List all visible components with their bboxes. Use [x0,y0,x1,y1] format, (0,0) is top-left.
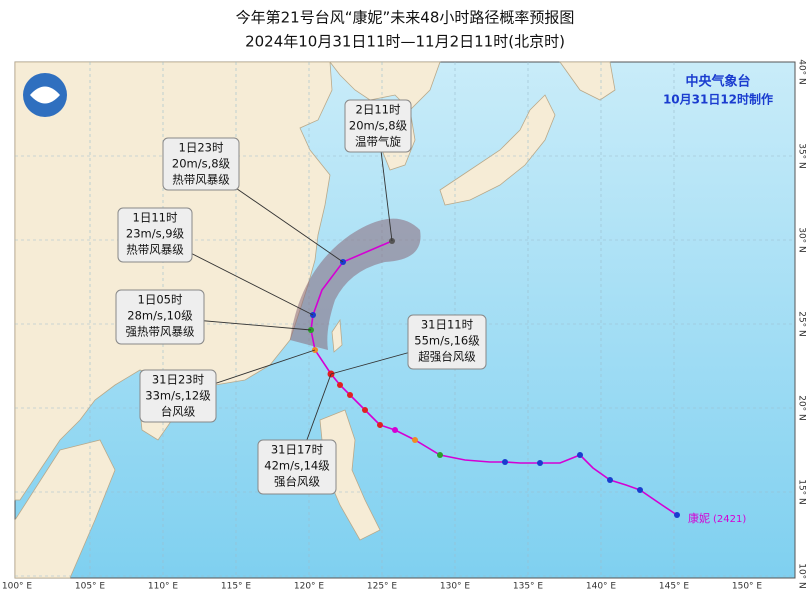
callout-category: 台风级 [161,405,196,419]
longitude-label: 125° E [367,582,398,592]
callout-time: 31日11时 [421,318,474,332]
callout-time: 1日11时 [133,211,178,225]
callout-box [115,289,205,345]
callout-box [407,314,487,370]
longitude-label: 140° E [586,582,617,592]
callout-category: 温带气旋 [355,135,401,149]
callout-category: 热带风暴级 [126,243,184,257]
land [14,61,616,579]
title: 今年第21号台风“康妮”未来48小时路径概率预报图 [236,9,575,27]
longitude-label: 120° E [294,582,325,592]
storm-number: (2421) [713,514,746,525]
longitude-label: 105° E [75,582,106,592]
longitude-label: 100° E [2,582,33,592]
storm-name: 康妮 [688,511,710,525]
latitude-label: 35° N [797,143,807,169]
callout-wind: 20m/s,8级 [172,157,231,171]
callout-category: 热带风暴级 [172,173,230,187]
track-points [308,238,680,518]
callout-time: 1日05时 [138,293,183,307]
issue-time: 10月31日12时制作 [663,92,773,107]
latitude-label: 25° N [797,311,807,337]
callout-box [257,439,337,495]
callout-wind: 42m/s,14级 [264,459,330,473]
callout-time: 2日11时 [356,103,401,117]
latitude-label: 20° N [797,395,807,421]
longitude-label: 110° E [148,582,179,592]
callout-wind: 33m/s,12级 [145,389,211,403]
labels: 今年第21号台风“康妮”未来48小时路径概率预报图 2024年10月31日11时—… [2,9,807,592]
callout-category: 超强台风级 [418,350,476,364]
callout-box [162,137,240,191]
latitude-label: 15° N [797,479,807,505]
callout-category: 强台风级 [274,475,320,489]
latitude-label: 40° N [797,59,807,85]
callout-box [139,369,217,423]
subtitle: 2024年10月31日11时—11月2日11时(北京时) [245,33,565,51]
callout-category: 强热带风暴级 [126,325,195,339]
latitude-label: 10° N [797,563,807,589]
callout-time: 31日17时 [271,443,324,457]
callout-time: 1日23时 [179,141,224,155]
callout-box [344,99,412,153]
longitude-label: 135° E [513,582,544,592]
latitude-label: 30° N [797,227,807,253]
probability-cone [290,218,421,350]
callout-wind: 55m/s,16级 [414,334,480,348]
longitude-label: 115° E [221,582,252,592]
longitude-label: 150° E [732,582,763,592]
longitude-label: 130° E [440,582,471,592]
longitude-label: 145° E [659,582,690,592]
callout-wind: 28m/s,10级 [127,309,193,323]
agency-name: 中央气象台 [685,74,750,90]
callout-wind: 23m/s,9级 [126,227,185,241]
callout-box [117,207,193,263]
logo [23,73,67,117]
callout-wind: 20m/s,8级 [349,119,408,133]
callout-time: 31日23时 [152,373,205,387]
